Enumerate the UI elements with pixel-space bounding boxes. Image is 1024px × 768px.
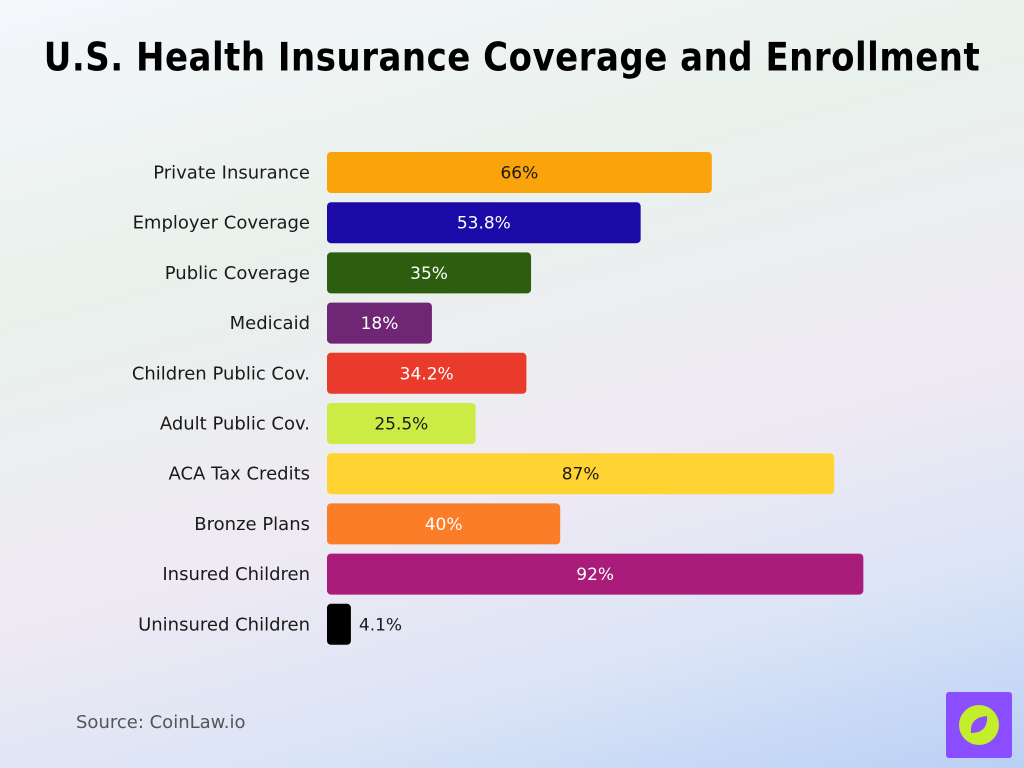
value-label: 34.2% xyxy=(400,364,454,384)
bar xyxy=(327,403,476,444)
category-label: Adult Public Cov. xyxy=(160,414,310,435)
bar xyxy=(327,553,864,595)
category-label: Employer Coverage xyxy=(133,213,310,234)
category-label: Public Coverage xyxy=(165,263,310,284)
bar xyxy=(327,503,561,545)
value-label: 87% xyxy=(562,465,600,485)
bar xyxy=(327,603,351,645)
category-label: Private Insurance xyxy=(153,163,310,184)
value-label: 25.5% xyxy=(374,415,428,435)
source-text: Source: CoinLaw.io xyxy=(76,712,246,733)
value-label: 92% xyxy=(576,565,614,585)
category-label: ACA Tax Credits xyxy=(168,464,310,485)
category-label: Children Public Cov. xyxy=(132,363,310,384)
compass-leaf-icon xyxy=(959,705,999,745)
category-label: Uninsured Children xyxy=(138,614,310,635)
bar xyxy=(327,453,835,495)
category-label: Bronze Plans xyxy=(194,514,310,535)
bar xyxy=(327,252,532,294)
value-label: 53.8% xyxy=(457,214,511,234)
chart-title: U.S. Health Insurance Coverage and Enrol… xyxy=(43,35,981,81)
value-label: 66% xyxy=(500,164,538,184)
value-label: 18% xyxy=(361,314,399,334)
bar xyxy=(327,352,527,394)
value-label: 4.1% xyxy=(359,615,402,635)
bar xyxy=(327,152,712,193)
value-label: 40% xyxy=(425,515,463,535)
value-label: 35% xyxy=(410,264,448,284)
bar xyxy=(327,202,641,244)
category-label: Medicaid xyxy=(230,313,310,334)
bar xyxy=(327,302,432,344)
coinlaw-logo xyxy=(946,692,1012,758)
category-label: Insured Children xyxy=(162,564,310,585)
